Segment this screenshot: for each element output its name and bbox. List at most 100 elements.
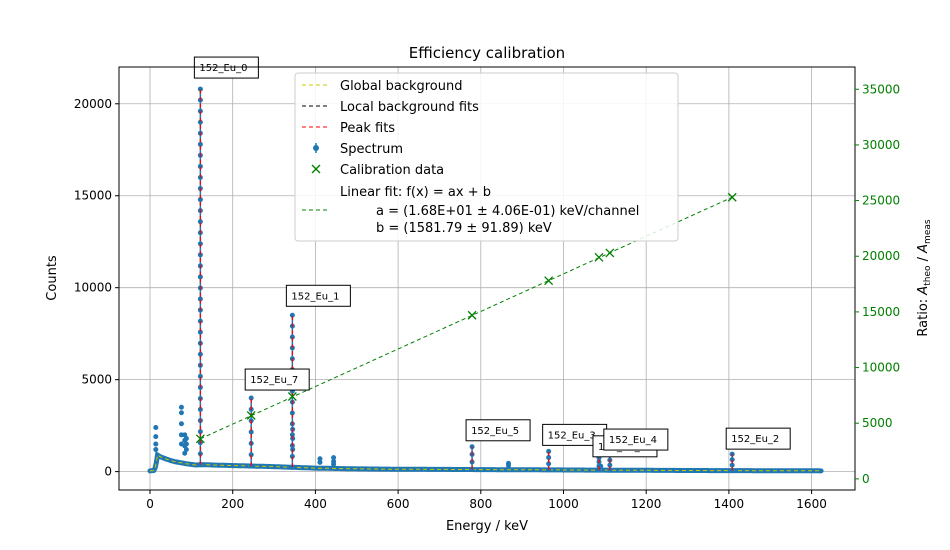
spectrum-point bbox=[197, 351, 203, 357]
legend-x-swatch bbox=[311, 164, 321, 174]
chart-title: Efficiency calibration bbox=[409, 44, 565, 62]
calibration-marker-stroke bbox=[246, 410, 256, 420]
y-right-tick-label: 35000 bbox=[862, 82, 900, 96]
y-right-tick-label: 10000 bbox=[862, 361, 900, 375]
peak-label: 152_Eu_1 bbox=[285, 284, 351, 307]
calibration-point bbox=[287, 392, 297, 401]
legend-box bbox=[294, 72, 679, 242]
spectrum-point bbox=[197, 274, 203, 280]
peak-label-text: 152_Eu_0 bbox=[199, 63, 247, 74]
spectrum-point bbox=[153, 434, 159, 440]
peak-label: 152_Eu_4 bbox=[603, 428, 669, 451]
peak-label: 152_Eu_5 bbox=[465, 419, 531, 442]
axes: 0 200 400 600 800 1000 1200 1400 1600 0 5000 10000 1… bbox=[74, 82, 900, 511]
spectrum-point bbox=[607, 462, 613, 468]
legend-label: Local background fits bbox=[340, 100, 479, 115]
spectrum-point bbox=[248, 452, 254, 458]
spectrum-point bbox=[197, 296, 203, 302]
y-axis-right-label: Ratio: Atheo / Ameas bbox=[916, 219, 933, 336]
spectrum-point bbox=[183, 441, 189, 447]
spectrum-point bbox=[197, 86, 203, 92]
spectrum-point bbox=[183, 436, 189, 442]
spectrum-point bbox=[317, 456, 323, 462]
peak-label-box bbox=[603, 428, 669, 451]
x-tick-label: 600 bbox=[387, 497, 410, 511]
spectrum-point bbox=[331, 461, 337, 467]
x-tick-label: 200 bbox=[221, 497, 244, 511]
legend-label: Linear fit: f(x) = ax + b bbox=[340, 185, 491, 200]
x-tick-label: 1400 bbox=[714, 497, 745, 511]
x-tick-label: 800 bbox=[469, 497, 492, 511]
spectrum-point bbox=[153, 447, 159, 453]
spectrum-point bbox=[153, 424, 159, 430]
legend: Global background Local background fits Pe… bbox=[294, 72, 679, 242]
calibration-point bbox=[467, 310, 477, 320]
y-left-tick-label: 5000 bbox=[81, 373, 112, 387]
peak-label-text: 152_Eu_3 bbox=[548, 430, 596, 441]
y-left-tick-label: 0 bbox=[104, 465, 112, 479]
calibration-marker-stroke bbox=[544, 276, 554, 286]
spectrum-point bbox=[546, 448, 552, 454]
calibration-point bbox=[594, 252, 604, 262]
y-left-tick-label: 10000 bbox=[74, 281, 112, 295]
legend-item: Global background bbox=[302, 79, 463, 94]
calibration-point bbox=[544, 276, 554, 286]
peak-label: 152_Eu_7 bbox=[244, 368, 310, 391]
y-right-tick-label: 15000 bbox=[862, 305, 900, 319]
x-tick-label: 1600 bbox=[796, 497, 827, 511]
y-right-tick-label: 30000 bbox=[862, 138, 900, 152]
calibration-point bbox=[727, 192, 737, 202]
calibration-marker-stroke bbox=[287, 392, 297, 401]
x-tick-label: 1000 bbox=[548, 497, 579, 511]
x-tick-label: 400 bbox=[304, 497, 327, 511]
peak-label-text: 152_Eu_1 bbox=[291, 291, 339, 302]
legend-label: Global background bbox=[340, 79, 463, 94]
legend-label: Peak fits bbox=[340, 121, 395, 136]
spectrum-point bbox=[506, 463, 512, 469]
legend-fit-parameter: a = (1.68E+01 ± 4.06E-01) keV/channel bbox=[376, 204, 639, 219]
y-right-tick-label: 20000 bbox=[862, 249, 900, 263]
spectrum-point bbox=[317, 459, 323, 465]
spectrum-point bbox=[197, 429, 203, 435]
spectrum-point bbox=[197, 451, 203, 457]
y-axis-left-label: Counts bbox=[45, 255, 60, 301]
peak-label-text: 152_Eu_7 bbox=[250, 375, 298, 386]
spectrum-point bbox=[289, 334, 295, 340]
legend-item: Peak fits bbox=[302, 121, 395, 136]
spectrum-point bbox=[289, 312, 295, 318]
spectrum-point bbox=[331, 455, 337, 461]
spectrum-point bbox=[178, 410, 184, 416]
legend-fit-parameter: b = (1581.79 ± 91.89) keV bbox=[376, 221, 552, 236]
spectrum-point bbox=[197, 373, 203, 379]
spectrum-series bbox=[147, 451, 824, 474]
legend-point-swatch bbox=[313, 145, 319, 151]
x-tick-label: 1200 bbox=[631, 497, 662, 511]
calibration-point bbox=[195, 434, 205, 444]
spectrum-point bbox=[197, 219, 203, 225]
legend-item: Calibration data bbox=[311, 163, 444, 178]
spectrum-point bbox=[248, 395, 254, 401]
spectrum-point bbox=[197, 119, 203, 125]
plot-area: 152_Eu_0 152_Eu_1 152_Eu_7 152_Eu_5 152_Eu_3… bbox=[147, 56, 824, 474]
legend-label: Calibration data bbox=[340, 163, 444, 178]
peak-label-text: 152_Eu_4 bbox=[609, 435, 657, 446]
calibration-marker-stroke bbox=[467, 310, 477, 320]
plot-frame bbox=[118, 66, 856, 491]
peak-label-box bbox=[244, 368, 310, 391]
calibration-marker-stroke bbox=[605, 248, 615, 258]
y-right-tick-label: 25000 bbox=[862, 194, 900, 208]
y-left-tick-label: 15000 bbox=[74, 189, 112, 203]
calibration-point bbox=[605, 248, 615, 258]
spectrum-point bbox=[197, 252, 203, 258]
spectrum-point bbox=[197, 141, 203, 147]
spectrum-point bbox=[289, 410, 295, 416]
spectrum-point bbox=[178, 421, 184, 427]
peak-label-box bbox=[193, 56, 259, 79]
spectrum-point bbox=[183, 447, 189, 453]
y-right-tick-label: 0 bbox=[862, 472, 870, 486]
peak-label-text: 152_Eu_2 bbox=[731, 434, 779, 445]
legend-item: Spectrum bbox=[313, 142, 403, 157]
calibration-point bbox=[246, 410, 256, 420]
spectrum-point bbox=[197, 407, 203, 413]
